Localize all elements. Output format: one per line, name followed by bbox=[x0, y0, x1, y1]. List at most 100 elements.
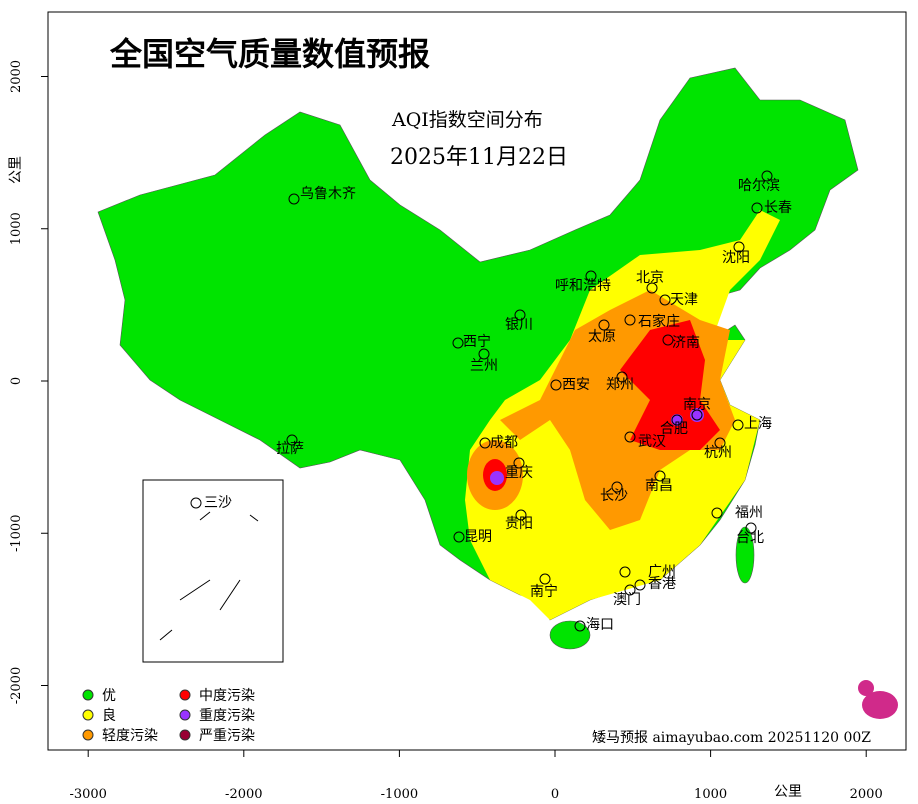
x-tick-label: 0 bbox=[551, 787, 559, 800]
city-label: 成都 bbox=[490, 435, 518, 451]
city-marker bbox=[286, 434, 298, 446]
city-marker bbox=[646, 282, 658, 294]
legend-swatch bbox=[82, 729, 94, 741]
city-label: 贵阳 bbox=[505, 516, 533, 532]
city-label: 长春 bbox=[764, 200, 792, 216]
mascot bbox=[858, 680, 898, 719]
city-label: 合肥 bbox=[660, 421, 688, 437]
city-marker bbox=[288, 193, 300, 205]
city-marker bbox=[619, 566, 631, 578]
city-label: 西安 bbox=[562, 377, 590, 393]
city-marker bbox=[616, 371, 628, 383]
city-label: 济南 bbox=[672, 335, 700, 351]
city-marker bbox=[611, 481, 623, 493]
city-label: 石家庄 bbox=[638, 313, 680, 330]
legend-swatch bbox=[179, 689, 191, 701]
city-label: 重庆 bbox=[505, 465, 533, 481]
city-label: 郑州 bbox=[606, 377, 634, 393]
legend-label: 严重污染 bbox=[199, 728, 255, 744]
city-marker bbox=[671, 414, 683, 426]
legend-label: 良 bbox=[102, 708, 116, 724]
legend-swatch bbox=[179, 729, 191, 741]
x-axis-label: 公里 bbox=[774, 784, 802, 800]
y-tick-label: -1000 bbox=[9, 515, 24, 552]
legend-swatch bbox=[179, 709, 191, 721]
city-marker bbox=[624, 314, 636, 326]
legend-label: 优 bbox=[102, 688, 116, 704]
city-label: 昆明 bbox=[464, 529, 492, 545]
date: 2025年11月22日 bbox=[390, 145, 568, 170]
city-marker bbox=[714, 437, 726, 449]
city-marker bbox=[598, 319, 610, 331]
south-sea-inset bbox=[142, 479, 284, 663]
city-label: 银川 bbox=[505, 317, 533, 333]
city-label: 三沙 bbox=[204, 495, 232, 511]
city-label: 福州 bbox=[735, 505, 763, 521]
city-label: 兰州 bbox=[470, 358, 498, 374]
city-marker bbox=[514, 309, 526, 321]
city-label: 台北 bbox=[736, 530, 764, 546]
city-marker bbox=[550, 379, 562, 391]
x-tick-label: 1000 bbox=[694, 787, 727, 800]
city-label: 南昌 bbox=[645, 478, 673, 494]
city-label: 广州 bbox=[648, 564, 676, 580]
city-marker bbox=[479, 437, 491, 449]
city-label: 北京 bbox=[636, 270, 664, 286]
city-label: 乌鲁木齐 bbox=[300, 186, 356, 202]
city-marker bbox=[585, 270, 597, 282]
city-marker bbox=[624, 584, 636, 596]
city-marker bbox=[732, 419, 744, 431]
city-label: 海口 bbox=[586, 617, 614, 633]
city-label: 哈尔滨 bbox=[738, 178, 780, 194]
city-marker bbox=[711, 507, 723, 519]
city-label: 长沙 bbox=[600, 488, 628, 504]
city-marker bbox=[453, 531, 465, 543]
city-label: 香港 bbox=[648, 576, 676, 592]
city-marker bbox=[662, 334, 674, 346]
city-label: 澳门 bbox=[613, 592, 641, 608]
city-marker bbox=[624, 431, 636, 443]
city-marker bbox=[574, 620, 586, 632]
y-axis-label: 公里 bbox=[8, 156, 24, 184]
city-label: 西宁 bbox=[463, 333, 491, 350]
x-tick-label: -1000 bbox=[381, 787, 418, 800]
city-label: 南京 bbox=[683, 397, 711, 413]
legend-label: 中度污染 bbox=[199, 688, 255, 704]
legend-label: 重度污染 bbox=[199, 708, 255, 724]
x-tick-label: -2000 bbox=[225, 787, 262, 800]
city-marker bbox=[745, 522, 757, 534]
y-tick-label: -2000 bbox=[9, 667, 24, 704]
city-label: 天津 bbox=[670, 292, 698, 308]
land bbox=[97, 67, 859, 650]
city-marker bbox=[751, 202, 763, 214]
city-marker bbox=[539, 573, 551, 585]
subtitle: AQI指数空间分布 bbox=[391, 109, 543, 131]
city-marker bbox=[515, 509, 527, 521]
city-label: 武汉 bbox=[638, 434, 666, 450]
city-marker bbox=[654, 470, 666, 482]
city-marker bbox=[733, 241, 745, 253]
city-marker bbox=[513, 457, 525, 469]
title: 全国空气质量数值预报 bbox=[109, 35, 430, 73]
city-marker bbox=[634, 579, 646, 591]
x-tick-label: -3000 bbox=[69, 787, 106, 800]
y-tick-label: 2000 bbox=[9, 60, 24, 93]
city-label: 杭州 bbox=[704, 445, 732, 461]
city-label: 太原 bbox=[588, 329, 616, 345]
city-marker bbox=[190, 497, 202, 509]
y-tick-label: 0 bbox=[9, 377, 24, 385]
city-marker bbox=[478, 348, 490, 360]
x-tick-label: 2000 bbox=[850, 787, 883, 800]
city-label: 拉萨 bbox=[276, 441, 304, 457]
footer: 矮马预报 aimayubao.com 20251120 00Z bbox=[592, 730, 871, 746]
city-label: 南宁 bbox=[530, 583, 558, 600]
city-label: 上海 bbox=[744, 416, 772, 432]
city-label: 沈阳 bbox=[722, 250, 750, 266]
legend-swatch bbox=[82, 689, 94, 701]
city-marker bbox=[761, 170, 773, 182]
city-marker bbox=[691, 409, 703, 421]
city-marker bbox=[452, 337, 464, 349]
y-tick-label: 1000 bbox=[9, 212, 24, 245]
legend-swatch bbox=[82, 709, 94, 721]
